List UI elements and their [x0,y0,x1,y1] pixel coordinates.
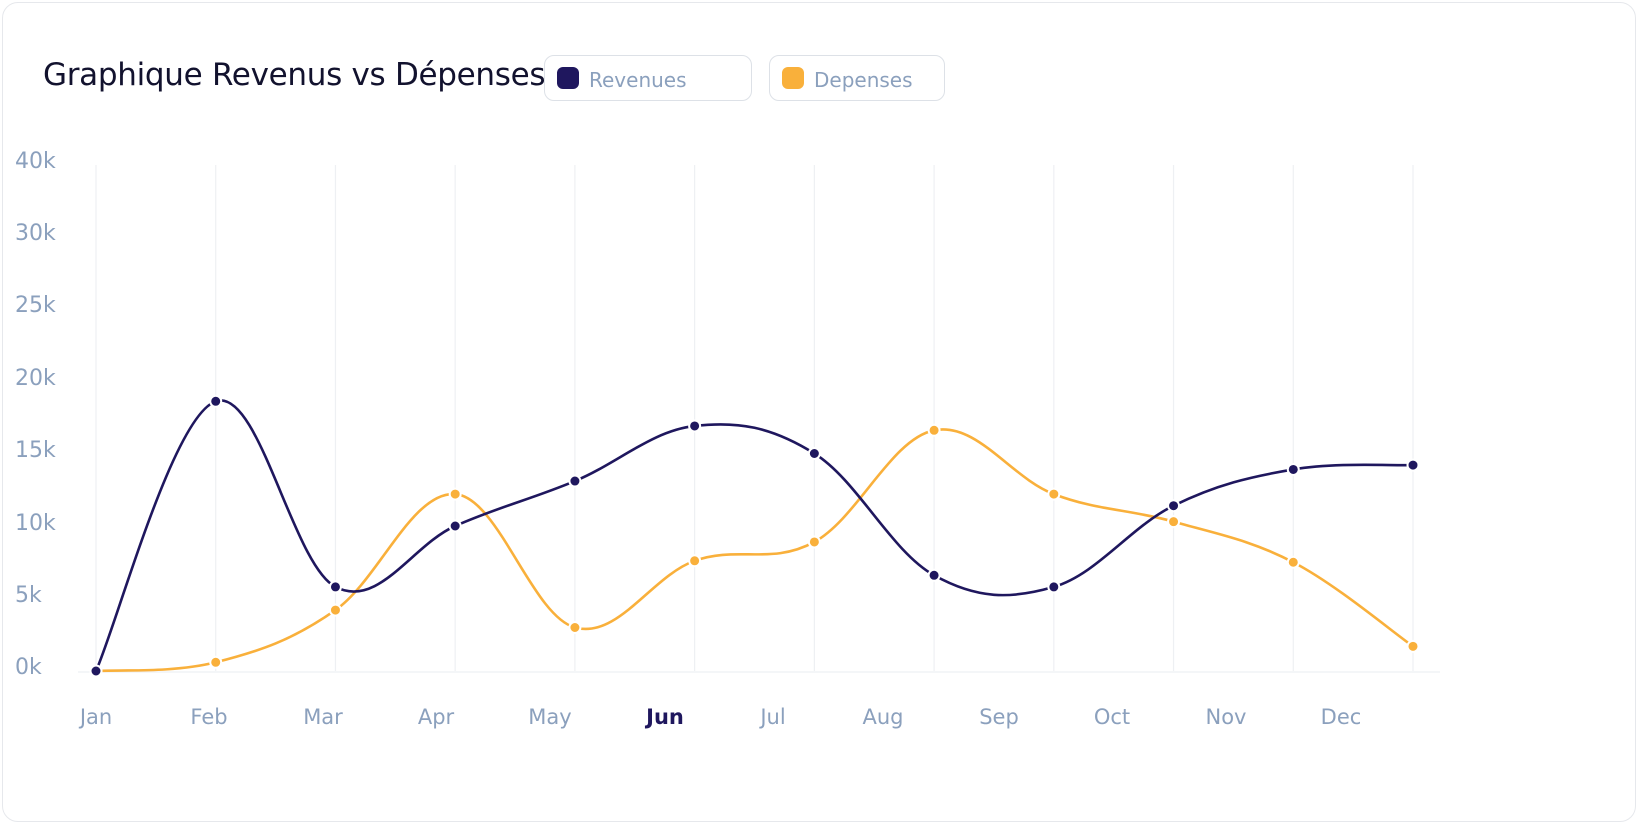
x-tick-label-may: May [528,705,571,729]
x-tick-label-dec: Dec [1321,705,1362,729]
series-revenues [89,394,1420,678]
x-tick-label-jan: Jan [78,705,112,729]
point-depenses-nov [1286,555,1300,569]
x-tick-label-aug: Aug [862,705,903,729]
x-tick-label-feb: Feb [190,705,227,729]
point-depenses-oct [1167,515,1181,529]
point-depenses-mar [328,603,342,617]
depenses-swatch-icon [782,67,804,89]
x-tick-label-jul: Jul [758,705,785,729]
x-axis: Jan Feb Mar Apr May Jun Jul Aug Sep Oct Nov Dec [78,705,1362,729]
legend-revenues[interactable]: Revenues [544,55,752,101]
point-depenses-apr [448,487,462,501]
y-tick-label: 10k [15,511,56,536]
point-revenues-may [568,474,582,488]
point-depenses-jun [688,554,702,568]
point-revenues-mar [328,580,342,594]
revenues-swatch-icon [557,67,579,89]
point-revenues-oct [1167,499,1181,513]
point-revenues-dec [1406,458,1420,472]
legend-depenses-label: Depenses [814,67,913,92]
chart-title: Graphique Revenus vs Dépenses [43,57,546,93]
series-line-depenses [94,428,1415,673]
series [89,394,1420,678]
y-tick-label: 15k [15,438,56,463]
x-tick-label-sep: Sep [979,705,1019,729]
point-revenues-nov [1286,462,1300,476]
x-tick-label-mar: Mar [303,705,343,729]
point-revenues-jan [89,664,103,678]
grid [78,165,1440,673]
point-revenues-feb [209,394,223,408]
x-tick-label-apr: Apr [418,705,455,729]
point-depenses-sep [1047,487,1061,501]
point-depenses-aug [927,423,941,437]
point-revenues-aug [927,568,941,582]
legend-revenues-label: Revenues [589,67,687,92]
y-tick-label: 25k [15,293,56,318]
series-depenses [89,423,1420,678]
y-tick-label: 40k [15,149,56,174]
y-tick-label: 5k [15,583,42,608]
point-depenses-may [568,621,582,634]
y-tick-label: 30k [15,221,56,246]
point-revenues-jul [807,447,821,460]
legend-depenses[interactable]: Depenses [769,55,945,101]
x-tick-label-oct: Oct [1094,705,1130,729]
point-depenses-feb [209,655,223,669]
x-tick-label-jun: Jun [644,705,684,729]
series-line-revenues [94,399,1415,673]
point-depenses-jul [807,535,821,549]
y-tick-label: 0k [15,655,42,680]
point-depenses-dec [1406,639,1420,653]
point-revenues-sep [1047,580,1061,594]
point-revenues-apr [448,519,462,533]
point-revenues-jun [688,419,702,433]
y-tick-label: 20k [15,366,56,391]
x-tick-label-nov: Nov [1206,705,1247,729]
y-axis: 0k 5k 10k 15k 20k 25k 30k 40k [15,149,56,680]
